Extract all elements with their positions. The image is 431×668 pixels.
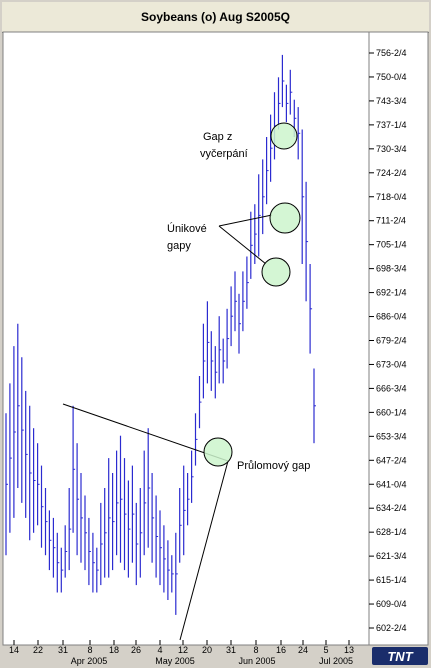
x-tick-label: 8 [87, 645, 92, 655]
upper-trendline [62, 403, 229, 462]
y-tick-label: 679-2/4 [376, 336, 407, 346]
y-tick-label: 698-3/4 [376, 264, 407, 274]
x-month-label: May 2005 [155, 656, 195, 666]
y-tick-label: 653-3/4 [376, 431, 407, 441]
annotations: Gap z vyčerpání Únikové gapy Průlomový g… [167, 131, 310, 472]
y-tick-label: 666-3/4 [376, 383, 407, 393]
x-tick-label: 13 [344, 645, 354, 655]
x-tick-label: 16 [276, 645, 286, 655]
y-tick-label: 634-2/4 [376, 503, 407, 513]
y-tick-label: 750-0/4 [376, 72, 407, 82]
price-axis-area [368, 31, 429, 646]
y-tick-label: 686-0/4 [376, 312, 407, 322]
exhaustion-gap-circle [270, 122, 298, 150]
annotation-breakaway: Průlomový gap [237, 460, 310, 472]
x-tick-label: 26 [131, 645, 141, 655]
lower-trendline [179, 460, 229, 641]
y-tick-label: 743-3/4 [376, 96, 407, 106]
breakaway-gap-circle [203, 437, 233, 467]
runaway-gap-circle-1 [269, 202, 301, 234]
x-tick-label: 8 [253, 645, 258, 655]
y-tick-label: 718-0/4 [376, 192, 407, 202]
x-month-label: Jun 2005 [238, 656, 275, 666]
x-tick-label: 20 [202, 645, 212, 655]
y-tick-label: 737-1/4 [376, 120, 407, 130]
plot-area [2, 31, 370, 646]
x-month-label: Apr 2005 [71, 656, 108, 666]
y-tick-label: 724-2/4 [376, 168, 407, 178]
annotation-runaway-1: Únikové [167, 222, 207, 235]
y-tick-label: 756-2/4 [376, 48, 407, 58]
tnt-logo: TNT [372, 647, 428, 665]
y-tick-label: 621-3/4 [376, 551, 407, 561]
x-tick-label: 31 [226, 645, 236, 655]
x-tick-label: 18 [109, 645, 119, 655]
y-tick-label: 602-2/4 [376, 623, 407, 633]
price-bars [5, 54, 316, 615]
x-tick-label: 14 [9, 645, 19, 655]
annotation-pointer-1 [218, 214, 273, 227]
runaway-gap-circle-2 [261, 257, 291, 287]
x-month-label: Jul 2005 [319, 656, 353, 666]
annotation-pointer-2 [218, 225, 267, 265]
date-axis: 14 22 31 8 18 26 4 12 20 31 8 16 24 5 13 Apr 2005 May 20… [9, 640, 354, 666]
y-tick-label: 628-1/4 [376, 527, 407, 537]
gap-markers [203, 122, 301, 467]
y-tick-label: 609-0/4 [376, 599, 407, 609]
annotation-runaway-2: gapy [167, 240, 191, 252]
x-tick-label: 22 [33, 645, 43, 655]
y-tick-label: 660-1/4 [376, 407, 407, 417]
annotation-exhaustion-1: Gap z [203, 131, 232, 143]
y-tick-label: 730-3/4 [376, 144, 407, 154]
x-tick-label: 12 [178, 645, 188, 655]
y-tick-label: 673-0/4 [376, 359, 407, 369]
y-tick-label: 711-2/4 [376, 216, 406, 226]
x-tick-label: 4 [157, 645, 162, 655]
annotation-exhaustion-2: vyčerpání [200, 148, 248, 160]
x-tick-label: 24 [298, 645, 308, 655]
price-axis: 756-2/4 750-0/4 743-3/4 737-1/4 730-3/4 724-2… [369, 48, 407, 633]
y-tick-label: 647-2/4 [376, 455, 407, 465]
y-tick-label: 615-1/4 [376, 575, 407, 585]
trendlines [62, 214, 273, 641]
y-tick-label: 705-1/4 [376, 240, 407, 250]
y-tick-label: 692-1/4 [376, 288, 407, 298]
y-tick-label: 641-0/4 [376, 479, 407, 489]
x-tick-label: 5 [323, 645, 328, 655]
x-tick-label: 31 [58, 645, 68, 655]
